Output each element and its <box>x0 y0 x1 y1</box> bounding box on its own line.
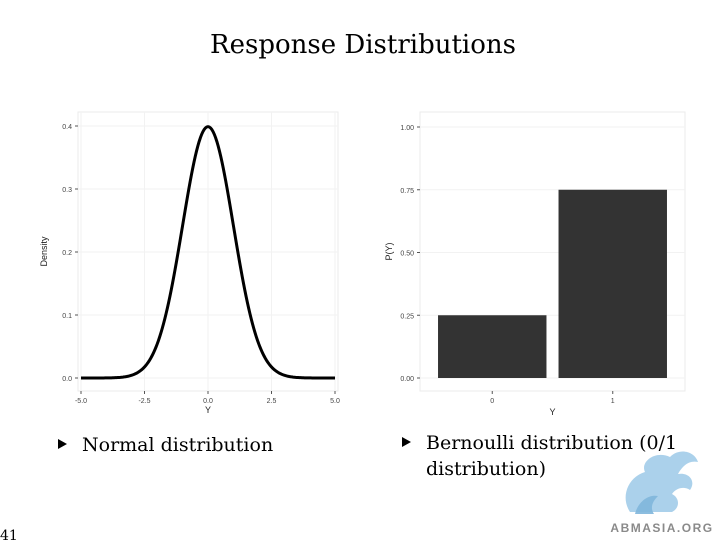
bullet-normal: Normal distribution <box>58 432 358 458</box>
watermark-text: ABMASIA.ORG <box>610 521 713 535</box>
y-tick-label: 0.0 <box>62 376 72 383</box>
y-tick-label: 0.25 <box>400 313 414 320</box>
bar <box>558 189 667 378</box>
y-tick-label: 0.75 <box>400 188 414 195</box>
slide-title: Response Distributions <box>210 30 516 60</box>
x-axis-label: Y <box>205 405 211 415</box>
y-tick-label: 0.4 <box>62 124 72 131</box>
y-tick-label: 0.2 <box>62 250 72 257</box>
x-tick-label: 0 <box>490 398 494 405</box>
y-tick-label: 0.50 <box>400 251 414 258</box>
x-tick-label: 5.0 <box>330 398 340 405</box>
bernoulli-bar-svg: 0.00 0.25 0.50 0.75 1.00 0 1 Y P(Y) <box>384 111 686 417</box>
x-axis-label: Y <box>549 407 555 417</box>
normal-density-chart: 0.0 0.1 0.2 0.3 0.4 -5.0 -2.5 0.0 2.5 5.0 Y Density <box>38 108 343 418</box>
x-tick-label: -5.0 <box>75 398 87 405</box>
bullet-bernoulli: Bernoulli distribution (0/1 distribution… <box>402 430 702 482</box>
x-tick-label: 0.0 <box>203 398 213 405</box>
normal-density-svg: 0.0 0.1 0.2 0.3 0.4 -5.0 -2.5 0.0 2.5 5.0 Y Density <box>39 111 340 415</box>
density-curve <box>81 125 335 380</box>
x-tick-label: 2.5 <box>267 398 277 405</box>
bullet-normal-text: Normal distribution <box>82 434 274 456</box>
bullet-triangle-icon <box>402 437 411 447</box>
y-tick-label: 0.1 <box>62 313 72 320</box>
y-tick-label: 0.00 <box>400 376 414 383</box>
page-number: 41 <box>0 528 18 544</box>
bullet-triangle-icon <box>58 439 67 449</box>
bernoulli-bar-chart: 0.00 0.25 0.50 0.75 1.00 0 1 Y P(Y) <box>380 108 690 418</box>
x-tick-label: 1 <box>611 398 615 405</box>
bullet-bernoulli-text: Bernoulli distribution (0/1 distribution… <box>426 432 678 480</box>
bar <box>438 315 547 378</box>
y-axis-label: P(Y) <box>384 242 394 260</box>
x-tick-label: -2.5 <box>138 398 150 405</box>
y-axis-label: Density <box>39 236 49 267</box>
griffin-logo-icon: ABMASIA.ORG <box>610 451 713 535</box>
watermark-logo: ABMASIA.ORG <box>600 442 724 542</box>
y-tick-label: 0.3 <box>62 187 72 194</box>
y-tick-label: 1.00 <box>400 125 414 132</box>
